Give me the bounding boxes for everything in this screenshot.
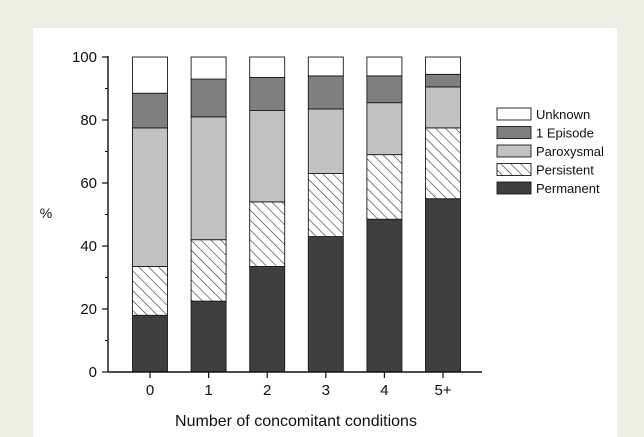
bar-paroxysmal-0 [132,127,168,267]
bar-1-episode-2 [249,77,286,111]
bar-persistent-2 [249,201,286,267]
y-tick-label: 20 [80,301,97,318]
bar-unknown-0 [132,56,168,94]
bar-persistent-0 [132,266,168,316]
x-tick-label: 2 [263,382,271,399]
legend-swatch-1-episode [496,126,532,139]
legend-item-unknown: Unknown [496,107,590,122]
bar-persistent-4 [366,154,403,220]
bar-1-episode-5 [425,73,461,88]
legend-item-permanent: Permanent [496,181,600,196]
bar-paroxysmal-2 [249,110,286,203]
legend-swatch-permanent [496,181,532,195]
bar-permanent-5 [425,198,461,373]
bar-permanent-1 [190,300,227,373]
bar-permanent-4 [366,218,403,373]
bar-1-episode-4 [366,75,403,104]
bar-paroxysmal-3 [307,108,344,174]
legend: Unknown 1 Episode Paroxysmal Persistent Perm… [496,107,604,196]
x-tick-label: 4 [380,382,388,399]
bar-unknown-2 [249,56,286,78]
legend-label-persistent: Persistent [536,163,594,178]
x-tick-label: 0 [146,382,154,399]
bar-paroxysmal-1 [190,116,227,241]
x-tick-label: 3 [322,382,330,399]
legend-swatch-persistent [496,163,532,176]
bar-1-episode-1 [190,78,227,118]
bar-persistent-3 [307,173,344,238]
bar-persistent-5 [425,127,461,200]
legend-label-permanent: Permanent [536,181,600,196]
legend-label-unknown: Unknown [536,107,590,122]
bar-paroxysmal-5 [425,86,461,129]
legend-label-1-episode: 1 Episode [536,126,594,141]
legend-swatch-unknown [496,107,532,121]
bar-1-episode-3 [307,75,344,110]
legend-swatch-paroxysmal [496,144,532,158]
y-axis-label: % [40,205,52,221]
bar-permanent-2 [249,266,286,373]
bar-unknown-3 [307,56,344,77]
y-tick-label: 0 [89,364,97,381]
bar-unknown-5 [425,56,461,75]
x-axis-label: Number of concomitant conditions [175,413,417,430]
y-tick-label: 100 [72,49,97,66]
y-tick-label: 60 [80,175,97,192]
legend-item-persistent: Persistent [496,163,594,178]
bar-unknown-4 [366,56,403,77]
bar-unknown-1 [190,56,227,80]
x-ticks: 0 1 2 3 4 5+ [146,372,452,399]
bar-paroxysmal-4 [366,102,403,156]
y-ticks: 0 20 40 60 80 100 [72,49,108,381]
legend-item-paroxysmal: Paroxysmal [496,144,604,159]
x-tick-label: 5+ [434,382,451,399]
y-tick-label: 40 [80,238,97,255]
bar-permanent-3 [307,236,344,373]
x-tick-label: 1 [204,382,212,399]
bars-layer [132,56,461,373]
bar-persistent-1 [190,239,227,302]
legend-item-1-episode: 1 Episode [496,126,594,141]
bar-1-episode-0 [132,92,168,129]
legend-label-paroxysmal: Paroxysmal [536,144,604,159]
bar-permanent-0 [132,314,168,373]
y-tick-label: 80 [80,112,97,129]
